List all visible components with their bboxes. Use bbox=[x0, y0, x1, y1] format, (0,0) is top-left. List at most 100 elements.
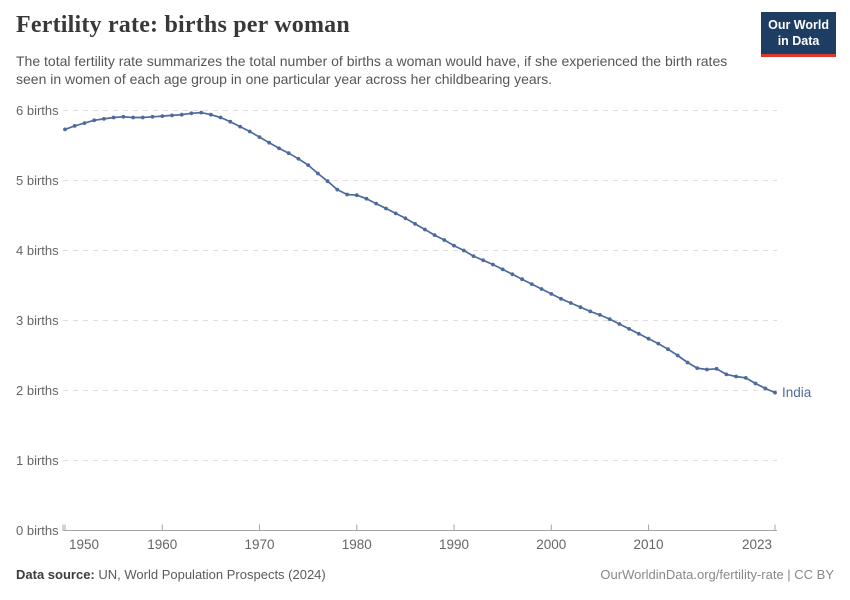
data-point[interactable] bbox=[209, 112, 213, 117]
data-point[interactable] bbox=[296, 156, 301, 161]
data-point[interactable] bbox=[617, 322, 622, 326]
data-point[interactable] bbox=[82, 121, 87, 125]
data-point[interactable] bbox=[666, 347, 670, 352]
data-point[interactable] bbox=[500, 267, 505, 272]
data-point[interactable] bbox=[568, 301, 573, 305]
owid-logo-line2: in Data bbox=[777, 34, 820, 49]
data-point[interactable] bbox=[92, 118, 97, 123]
data-point[interactable] bbox=[491, 262, 495, 267]
y-tick-label: 2 births bbox=[16, 383, 59, 398]
data-point[interactable] bbox=[636, 331, 641, 336]
data-point[interactable] bbox=[306, 163, 311, 167]
credit-link[interactable]: OurWorldinData.org/fertility-rate | CC B… bbox=[600, 567, 834, 582]
data-point[interactable] bbox=[325, 179, 330, 184]
data-point[interactable] bbox=[423, 227, 427, 232]
x-tick-label: 1980 bbox=[342, 537, 372, 552]
data-point[interactable] bbox=[588, 309, 593, 314]
owid-logo-line1: Our World bbox=[768, 18, 829, 32]
data-point[interactable] bbox=[218, 115, 223, 120]
data-point[interactable] bbox=[520, 277, 524, 282]
data-point[interactable] bbox=[442, 238, 447, 242]
y-tick-label: 3 births bbox=[16, 313, 59, 328]
data-point[interactable] bbox=[316, 171, 320, 176]
data-point[interactable] bbox=[277, 146, 281, 151]
data-point[interactable] bbox=[267, 140, 272, 145]
data-point[interactable] bbox=[461, 248, 466, 253]
data-point[interactable] bbox=[471, 254, 476, 258]
data-point[interactable] bbox=[734, 374, 738, 379]
data-point[interactable] bbox=[131, 115, 136, 120]
data-point[interactable] bbox=[335, 187, 340, 192]
data-point[interactable] bbox=[170, 113, 174, 118]
y-tick-label: 5 births bbox=[16, 173, 59, 188]
data-point[interactable] bbox=[675, 353, 680, 358]
data-point[interactable] bbox=[238, 124, 243, 129]
data-point[interactable] bbox=[345, 192, 349, 197]
data-point[interactable] bbox=[179, 112, 184, 117]
data-point[interactable] bbox=[403, 216, 408, 221]
data-point[interactable] bbox=[743, 376, 748, 380]
data-point[interactable] bbox=[413, 222, 417, 226]
data-point[interactable] bbox=[685, 360, 690, 365]
data-point[interactable] bbox=[539, 287, 544, 291]
data-source-label: Data source: bbox=[16, 567, 95, 582]
data-point[interactable] bbox=[763, 386, 768, 391]
data-point[interactable] bbox=[140, 115, 145, 120]
data-point[interactable] bbox=[559, 296, 563, 301]
data-point[interactable] bbox=[753, 381, 758, 386]
x-tick-label: 1970 bbox=[244, 537, 274, 552]
chart-footer: Data source: UN, World Population Prospe… bbox=[16, 567, 834, 582]
data-point[interactable] bbox=[354, 193, 359, 198]
x-tick-label: 2000 bbox=[536, 537, 566, 552]
owid-logo[interactable]: Our World in Data bbox=[761, 12, 836, 57]
x-tick-label: 2010 bbox=[634, 537, 664, 552]
data-point[interactable] bbox=[257, 135, 262, 139]
data-point[interactable] bbox=[529, 282, 534, 286]
x-tick-label: 1960 bbox=[147, 537, 177, 552]
data-point[interactable] bbox=[72, 124, 77, 128]
data-point[interactable] bbox=[102, 117, 106, 121]
data-point[interactable] bbox=[121, 114, 126, 119]
data-point[interactable] bbox=[607, 317, 612, 321]
data-point[interactable] bbox=[724, 372, 729, 377]
data-point[interactable] bbox=[374, 201, 379, 206]
data-point[interactable] bbox=[549, 292, 554, 296]
data-point[interactable] bbox=[773, 390, 777, 395]
data-point[interactable] bbox=[714, 366, 719, 371]
data-point[interactable] bbox=[646, 336, 651, 341]
data-point[interactable] bbox=[627, 327, 631, 331]
data-point[interactable] bbox=[510, 272, 515, 277]
data-point[interactable] bbox=[364, 196, 369, 201]
data-point[interactable] bbox=[695, 366, 700, 370]
data-point[interactable] bbox=[160, 114, 165, 118]
x-tick-label: 1990 bbox=[439, 537, 469, 552]
data-point[interactable] bbox=[150, 114, 155, 119]
data-point[interactable] bbox=[111, 115, 116, 120]
data-point[interactable] bbox=[481, 258, 486, 263]
data-point[interactable] bbox=[247, 129, 252, 134]
data-point[interactable] bbox=[199, 110, 204, 115]
data-point[interactable] bbox=[705, 367, 709, 372]
data-source: Data source: UN, World Population Prospe… bbox=[16, 567, 326, 582]
data-point[interactable] bbox=[393, 211, 398, 216]
y-tick-label: 0 births bbox=[16, 523, 59, 538]
data-source-text: UN, World Population Prospects (2024) bbox=[98, 567, 326, 582]
y-tick-label: 4 births bbox=[16, 243, 59, 258]
data-point[interactable] bbox=[228, 119, 233, 124]
data-point[interactable] bbox=[578, 305, 583, 310]
data-point[interactable] bbox=[452, 243, 456, 248]
data-point[interactable] bbox=[432, 233, 437, 238]
data-point[interactable] bbox=[189, 111, 194, 116]
data-point[interactable] bbox=[286, 151, 291, 156]
chart-subtitle: The total fertility rate summarizes the … bbox=[16, 53, 728, 88]
fertility-line-chart[interactable]: 0 births 1 births 2 births 3 births 4 births… bbox=[0, 96, 850, 564]
data-point[interactable] bbox=[598, 313, 602, 317]
series-label-india[interactable]: India bbox=[782, 385, 812, 400]
data-point[interactable] bbox=[656, 341, 661, 346]
data-point[interactable] bbox=[384, 206, 388, 211]
data-point[interactable] bbox=[63, 127, 67, 132]
x-tick-label: 1950 bbox=[69, 537, 99, 552]
y-tick-label: 6 births bbox=[16, 103, 59, 118]
x-tick-label: 2023 bbox=[742, 537, 772, 552]
